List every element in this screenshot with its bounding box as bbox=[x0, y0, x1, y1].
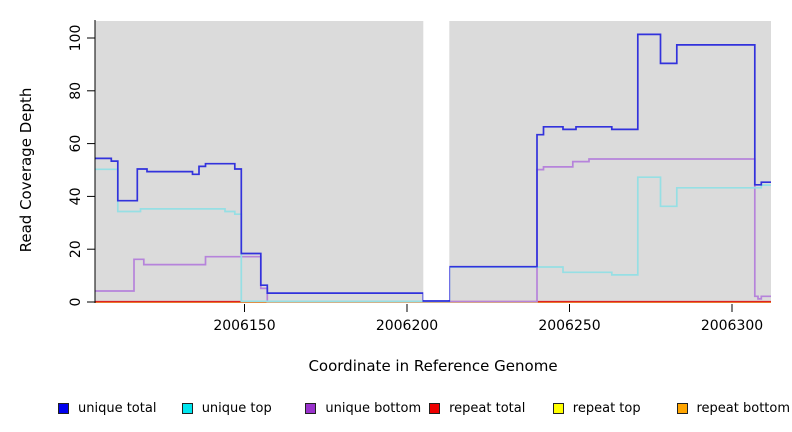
x-tick-label: 2006300 bbox=[701, 318, 763, 334]
series-line-unique-bottom bbox=[95, 158, 771, 303]
x-tick-label: 2006250 bbox=[538, 318, 600, 334]
x-tick-label: 2006200 bbox=[376, 318, 438, 334]
legend-item-unique-top: unique top bbox=[181, 399, 272, 417]
legend-swatch-unique-top bbox=[181, 402, 193, 414]
y-tick-label: 80 bbox=[68, 82, 84, 100]
legend-swatch-repeat-top bbox=[552, 402, 564, 414]
legend-label: repeat bottom bbox=[696, 400, 791, 416]
legend-label: unique bottom bbox=[325, 400, 422, 416]
gap-band bbox=[423, 21, 450, 300]
y-tick-label: 100 bbox=[68, 25, 84, 52]
x-tick-label: 2006150 bbox=[213, 318, 275, 334]
legend-swatch-repeat-bottom bbox=[676, 402, 688, 414]
chart-legend: unique total unique top unique bottom repea… bbox=[0, 399, 792, 421]
legend-swatch-unique-total bbox=[58, 402, 69, 414]
legend-item-unique-total: unique total bbox=[58, 399, 156, 417]
legend-swatch-repeat-total bbox=[429, 402, 441, 414]
y-tick-label: 60 bbox=[68, 135, 84, 153]
legend-item-unique-bottom: unique bottom bbox=[305, 399, 421, 417]
legend-label: repeat top bbox=[572, 400, 641, 416]
legend-item-repeat-total: repeat total bbox=[429, 399, 525, 417]
y-tick-label: 0 bbox=[68, 298, 84, 307]
legend-label: unique total bbox=[78, 400, 157, 416]
legend-label: repeat total bbox=[449, 400, 526, 416]
legend-item-repeat-top: repeat top bbox=[552, 399, 641, 417]
y-axis-title: Read Coverage Depth bbox=[17, 87, 35, 253]
legend-swatch-unique-bottom bbox=[305, 402, 317, 414]
y-tick-label: 20 bbox=[68, 240, 84, 258]
legend-item-repeat-bottom: repeat bottom bbox=[676, 399, 791, 417]
legend-label: unique top bbox=[201, 400, 272, 416]
x-axis-title: Coordinate in Reference Genome bbox=[308, 357, 558, 375]
y-tick-label: 40 bbox=[68, 187, 84, 205]
coverage-chart: 0 20 40 60 80 100 2006150 2006200 2006250 2006300 bbox=[68, 20, 771, 334]
